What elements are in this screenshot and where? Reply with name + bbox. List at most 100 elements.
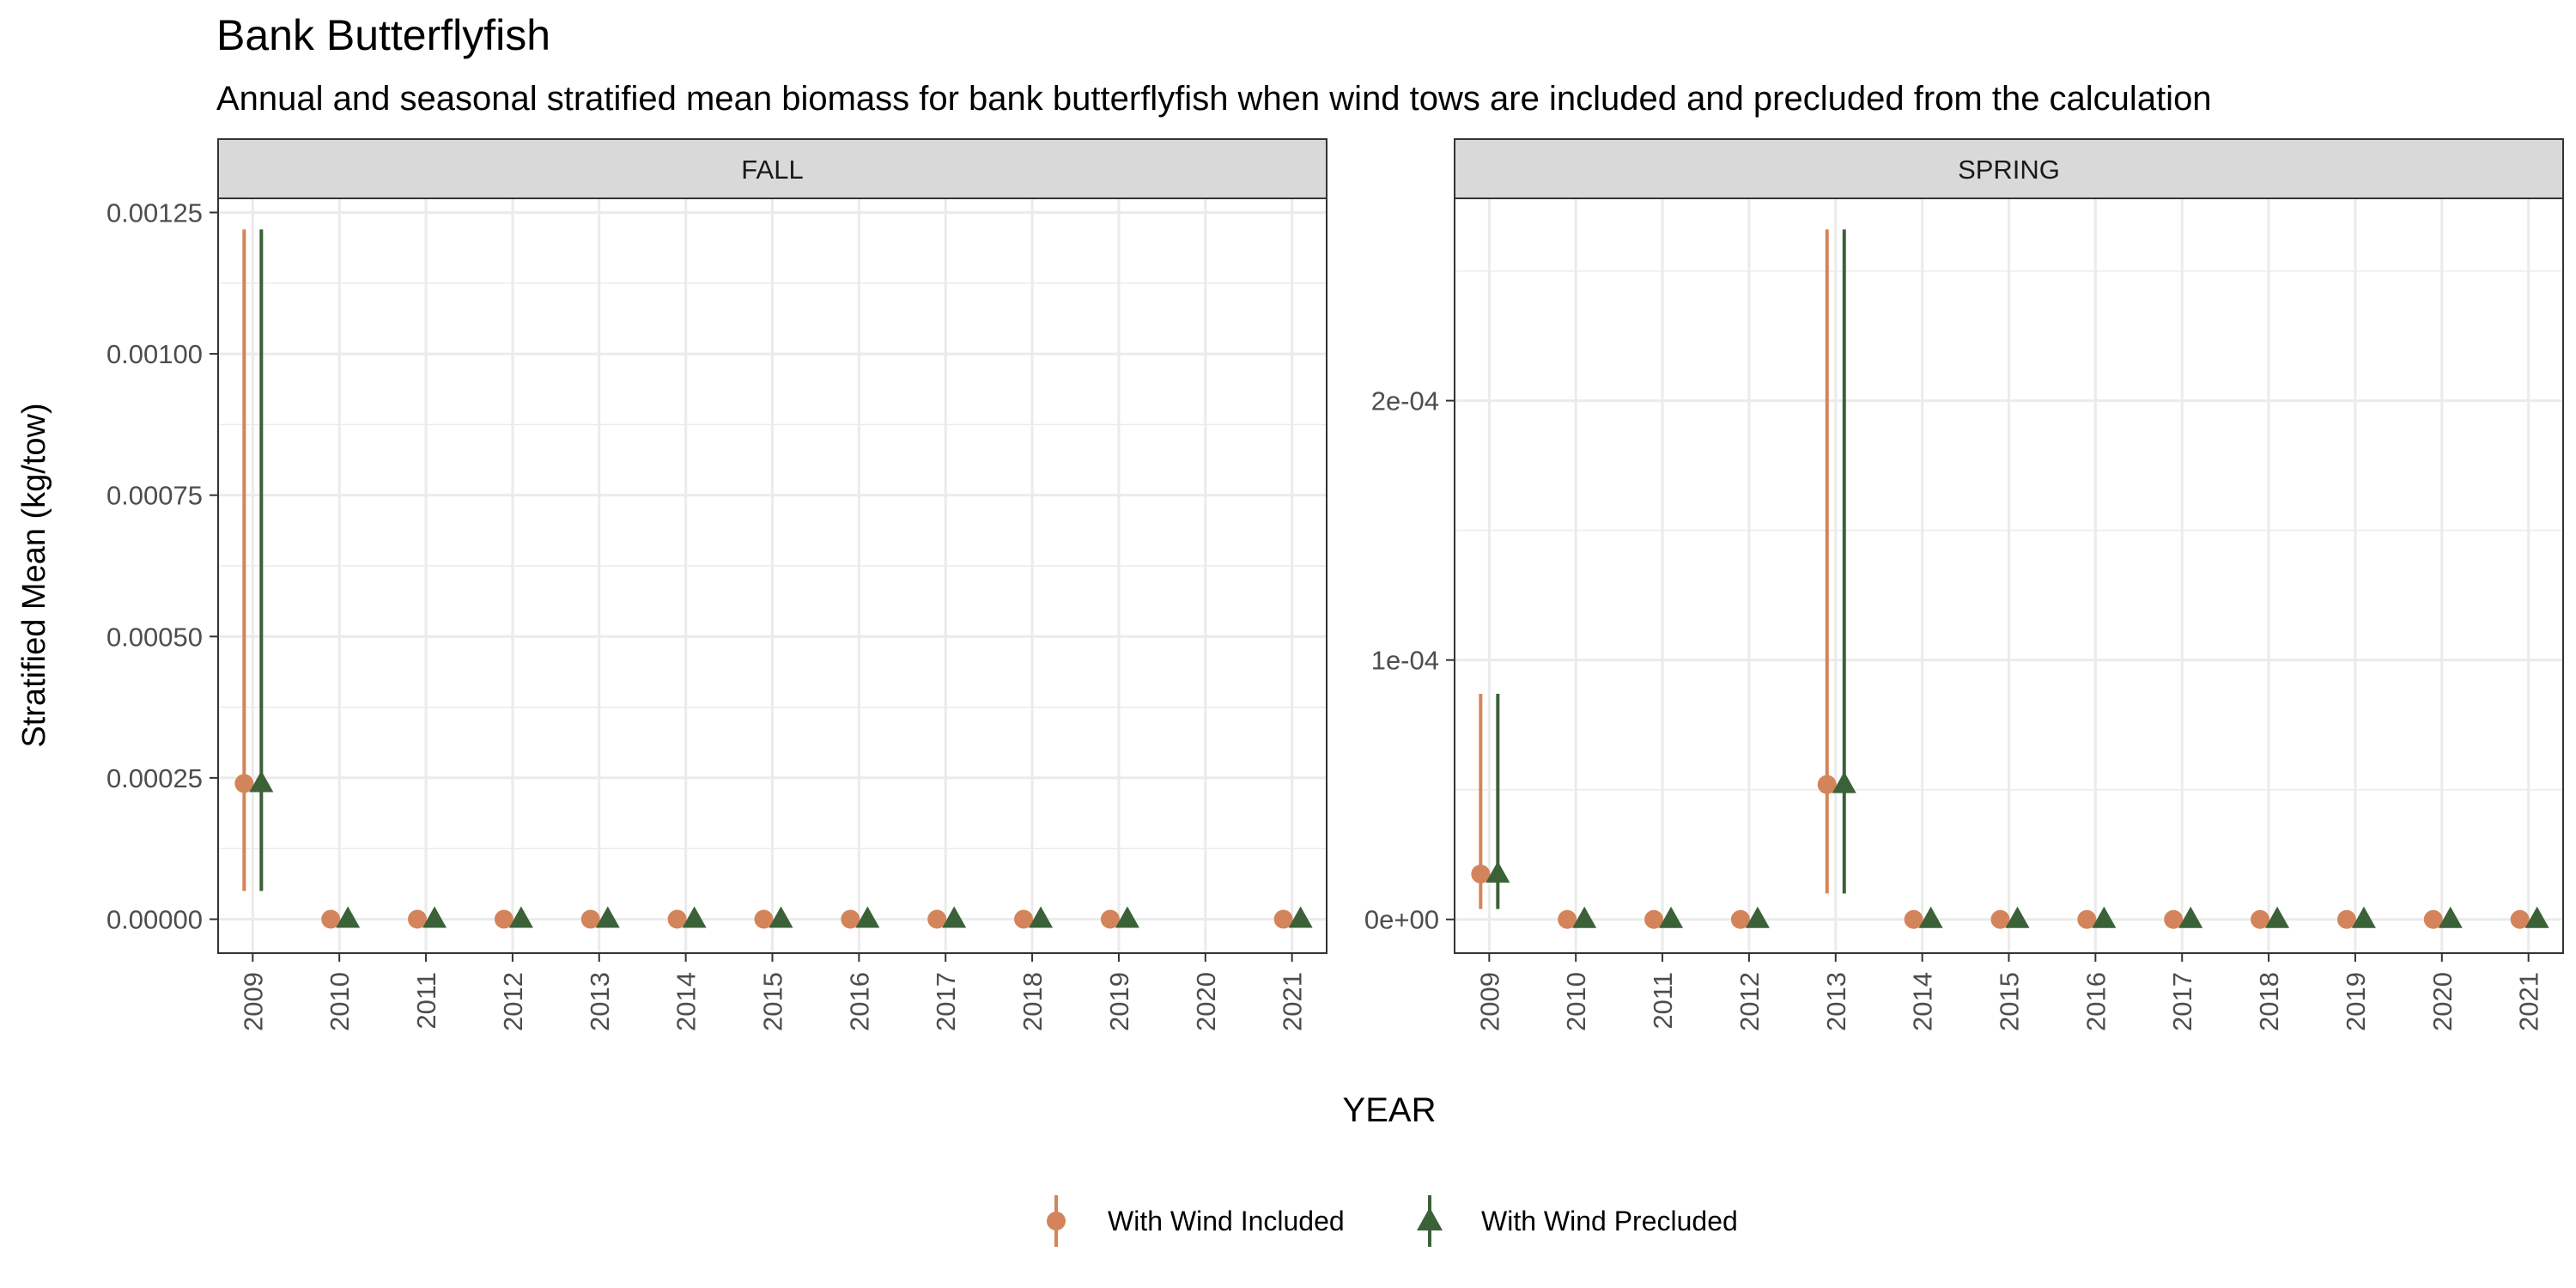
- x-tick-label: 2021: [2514, 972, 2544, 1031]
- x-tick-label: 2011: [1648, 972, 1678, 1030]
- legend: With Wind Included With Wind Precluded: [1047, 1195, 1738, 1247]
- x-tick-label: 2017: [2167, 972, 2197, 1031]
- data-point-included: [408, 909, 428, 929]
- data-point-included: [1644, 909, 1664, 929]
- facet-strip-label: FALL: [741, 155, 803, 185]
- data-point-precluded: [2524, 906, 2549, 928]
- y-tick-label: 0.00075: [106, 481, 203, 511]
- data-point-precluded: [1572, 906, 1597, 928]
- y-tick-label: 0.00100: [106, 339, 203, 369]
- x-tick-label: 2019: [2341, 972, 2371, 1031]
- data-point-precluded: [1659, 906, 1684, 928]
- data-point-precluded: [769, 906, 793, 928]
- y-tick-label: 2e-04: [1371, 386, 1439, 416]
- data-point-included: [234, 774, 254, 793]
- x-tick-label: 2011: [411, 972, 441, 1030]
- data-point-precluded: [942, 906, 967, 928]
- data-point-precluded: [2005, 906, 2030, 928]
- data-point-included: [1558, 909, 1577, 929]
- facet-strip: [1454, 138, 2564, 199]
- data-point-precluded: [1745, 906, 1770, 928]
- chart-subtitle: Annual and seasonal stratified mean biom…: [216, 80, 2212, 118]
- data-point-included: [494, 909, 513, 929]
- data-point-precluded: [1918, 906, 1943, 928]
- data-point-precluded: [1029, 906, 1054, 928]
- y-tick-label: 0.00125: [106, 197, 203, 228]
- data-point-included: [1100, 909, 1120, 929]
- x-tick-label: 2016: [2081, 972, 2111, 1031]
- legend-key-circle: [1047, 1212, 1066, 1230]
- data-point-included: [754, 909, 774, 929]
- data-point-precluded: [336, 906, 361, 928]
- data-point-precluded: [1832, 771, 1856, 793]
- panel-spring: 0e+00 1e-04 2e-04 2009 2010 2011 2012 2013 2014 2…: [1364, 138, 2564, 1031]
- data-point-included: [927, 909, 947, 929]
- data-point-precluded: [855, 906, 880, 928]
- data-point-precluded: [1115, 906, 1139, 928]
- data-point-included: [2510, 909, 2530, 929]
- data-point-included: [580, 909, 600, 929]
- data-point-included: [1904, 909, 1923, 929]
- x-tick-label: 2010: [1561, 972, 1591, 1031]
- x-tick-label: 2021: [1278, 972, 1308, 1031]
- x-tick-label: 2009: [1474, 972, 1504, 1031]
- x-tick-label: 2016: [844, 972, 874, 1031]
- legend-key-triangle: [1417, 1207, 1443, 1230]
- data-point-precluded: [1288, 906, 1313, 928]
- x-tick-label: 2018: [2254, 972, 2284, 1031]
- x-tick-label: 2014: [1908, 972, 1938, 1031]
- data-point-included: [1730, 909, 1750, 929]
- data-point-included: [1471, 864, 1491, 884]
- x-tick-label: 2014: [671, 972, 702, 1031]
- data-point-precluded: [595, 906, 620, 928]
- facet-strip-label: SPRING: [1958, 155, 2060, 185]
- data-point-included: [1990, 909, 2010, 929]
- x-tick-label: 2019: [1104, 972, 1134, 1031]
- data-point-precluded: [1485, 860, 1510, 883]
- data-point-included: [2251, 909, 2270, 929]
- y-tick-label: 1e-04: [1371, 646, 1439, 676]
- x-tick-label: 2020: [1191, 972, 1221, 1031]
- data-point-precluded: [682, 906, 707, 928]
- data-point-included: [1817, 775, 1837, 794]
- y-axis-label: Stratified Mean (kg/tow): [16, 403, 52, 747]
- x-tick-label: 2013: [1821, 972, 1851, 1031]
- x-tick-label: 2013: [585, 972, 615, 1031]
- y-tick-label: 0.00050: [106, 622, 203, 652]
- x-tick-label: 2018: [1018, 972, 1048, 1031]
- panel-fall: 0.00000 0.00025 0.00050 0.00075 0.00100 0.001…: [106, 138, 1327, 1031]
- data-point-precluded: [2438, 906, 2463, 928]
- y-tick-label: 0.00025: [106, 763, 203, 793]
- x-tick-label: 2020: [2427, 972, 2458, 1031]
- x-tick-label: 2009: [238, 972, 268, 1031]
- data-point-included: [321, 909, 341, 929]
- data-point-included: [667, 909, 687, 929]
- facet-strip: [217, 138, 1327, 199]
- data-point-precluded: [2178, 906, 2203, 928]
- data-point-included: [2336, 909, 2356, 929]
- x-tick-label: 2015: [758, 972, 788, 1031]
- data-point-precluded: [508, 906, 533, 928]
- chart-title: Bank Butterflyfish: [216, 11, 550, 59]
- data-point-precluded: [249, 770, 274, 793]
- facet-panels: 0.00000 0.00025 0.00050 0.00075 0.00100 0.001…: [106, 138, 2564, 1031]
- data-point-included: [2077, 909, 2097, 929]
- x-tick-label: 2012: [1735, 972, 1765, 1031]
- data-point-included: [2423, 909, 2443, 929]
- data-point-precluded: [2092, 906, 2117, 928]
- legend-label: With Wind Precluded: [1481, 1206, 1738, 1236]
- x-tick-label: 2017: [931, 972, 961, 1031]
- x-tick-label: 2012: [498, 972, 528, 1031]
- x-tick-label: 2010: [325, 972, 355, 1031]
- data-point-included: [2164, 909, 2184, 929]
- legend-label: With Wind Included: [1108, 1206, 1345, 1236]
- data-point-included: [1014, 909, 1034, 929]
- y-tick-label: 0.00000: [106, 904, 203, 934]
- x-tick-label: 2015: [1995, 972, 2025, 1031]
- data-point-precluded: [422, 906, 447, 928]
- data-point-precluded: [2351, 906, 2376, 928]
- y-tick-label: 0e+00: [1364, 905, 1439, 935]
- x-axis-label: YEAR: [1343, 1091, 1437, 1129]
- data-point-included: [841, 909, 860, 929]
